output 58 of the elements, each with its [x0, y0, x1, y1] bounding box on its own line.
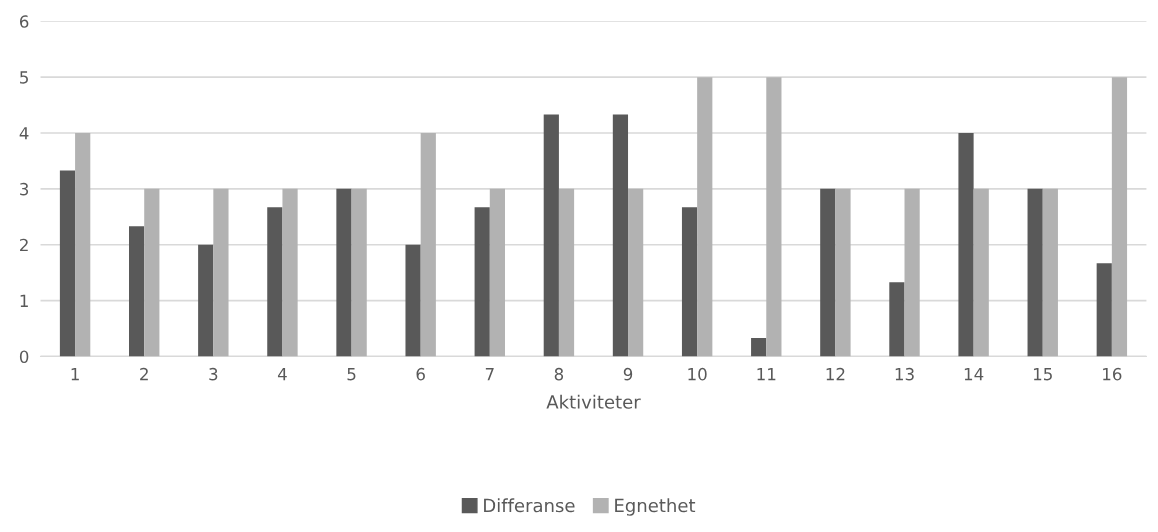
x-tick-label: 10 — [688, 367, 707, 381]
y-tick-label: 0 — [19, 350, 29, 364]
x-tick-label: 12 — [826, 367, 845, 381]
bar — [59, 170, 76, 357]
bar — [697, 77, 713, 357]
bar — [129, 226, 145, 357]
y-tick-label: 2 — [20, 238, 28, 252]
bar — [973, 188, 989, 357]
bar — [489, 188, 505, 357]
legend-label: Differanse — [484, 498, 575, 513]
bar — [958, 133, 974, 357]
bar — [474, 207, 490, 357]
bar — [1042, 188, 1058, 357]
bar — [751, 338, 767, 357]
bar — [1027, 188, 1043, 357]
bar — [628, 188, 644, 357]
bar — [889, 282, 905, 357]
x-tick-label: 9 — [623, 367, 633, 381]
x-tick-label: 13 — [895, 367, 914, 381]
bar — [198, 244, 214, 357]
bar — [766, 77, 782, 357]
x-axis-title: Aktiviteter — [546, 394, 641, 409]
x-tick-label: 11 — [757, 368, 776, 381]
bar — [420, 133, 436, 357]
bar — [282, 188, 298, 357]
x-tick-label: 5 — [347, 368, 356, 381]
y-tick-label: 1 — [20, 294, 28, 307]
bar — [336, 188, 352, 357]
legend-label: Egnethet — [615, 498, 696, 516]
x-tick-label: 16 — [1103, 367, 1122, 381]
bar — [405, 244, 421, 357]
bar — [75, 133, 91, 357]
bar — [1096, 263, 1112, 357]
x-tick-label: 8 — [554, 367, 564, 381]
x-tick-label: 4 — [277, 368, 287, 381]
bar — [820, 188, 836, 357]
x-tick-label: 6 — [416, 367, 425, 381]
bar — [144, 188, 160, 357]
y-tick-label: 4 — [19, 127, 29, 140]
bar — [351, 188, 367, 357]
bar — [558, 188, 575, 357]
y-tick-label: 5 — [20, 71, 28, 84]
x-tick-label: 14 — [964, 368, 984, 381]
bar — [267, 207, 283, 357]
x-tick-label: 15 — [1033, 368, 1052, 381]
x-tick-label: 7 — [485, 368, 494, 381]
x-tick-label: 1 — [71, 368, 79, 381]
bar — [612, 114, 629, 357]
bar — [681, 207, 698, 357]
bar — [904, 188, 920, 357]
x-tick-label: 3 — [209, 367, 218, 381]
bar — [543, 114, 559, 357]
y-tick-label: 3 — [20, 182, 29, 196]
bar — [1111, 77, 1128, 357]
bar — [213, 188, 229, 357]
y-tick-label: 6 — [19, 15, 29, 28]
x-tick-label: 2 — [140, 367, 148, 381]
bar — [835, 188, 851, 357]
